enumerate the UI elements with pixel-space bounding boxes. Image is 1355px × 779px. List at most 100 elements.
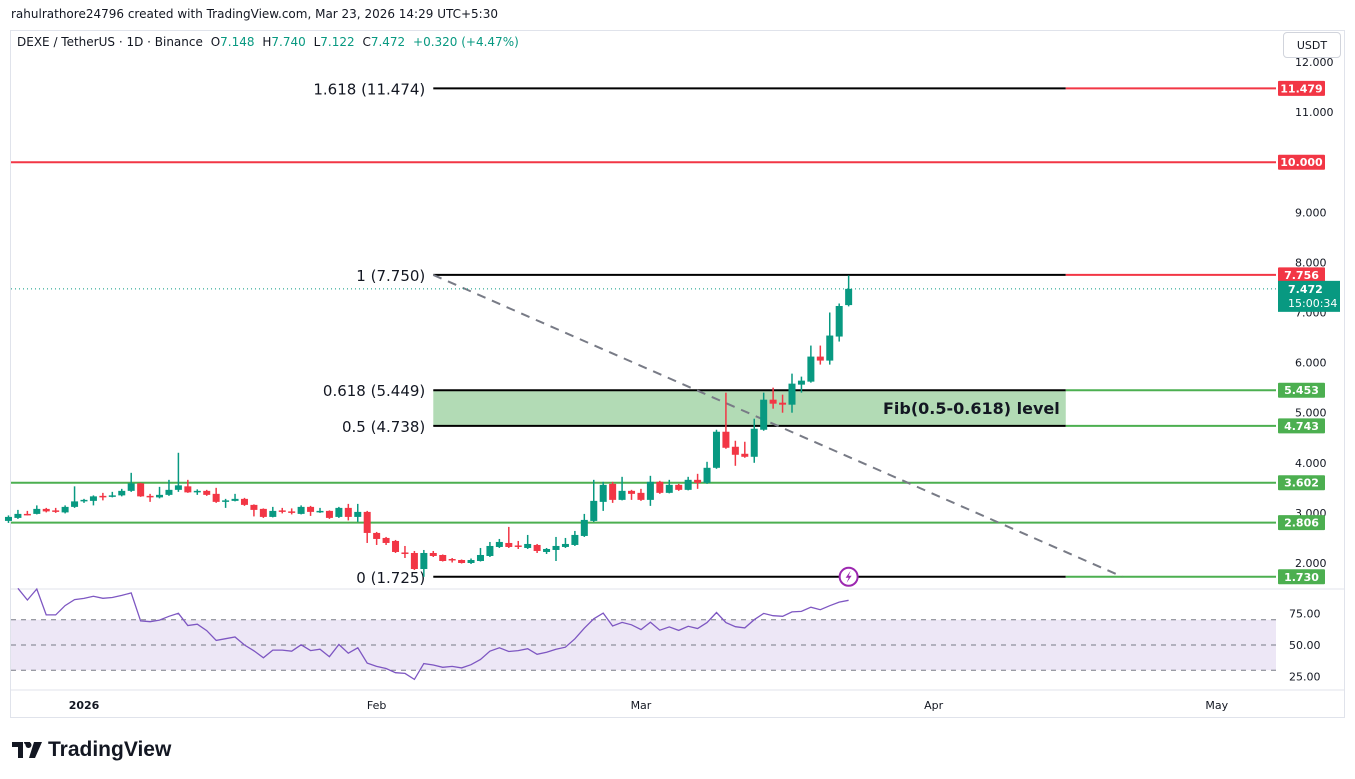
candle — [495, 538, 503, 548]
candle — [118, 488, 126, 497]
candle — [439, 554, 447, 562]
candle — [71, 486, 79, 508]
close-value: 7.472 — [370, 35, 406, 49]
candle-body — [212, 493, 220, 502]
candle-body — [486, 545, 494, 556]
candle-body — [590, 500, 598, 521]
high-value: 7.740 — [271, 35, 306, 49]
candle — [656, 480, 664, 494]
fib-price-label: 7.756 — [1284, 269, 1319, 282]
tradingview-logo: TradingView — [12, 738, 171, 762]
candle-body — [174, 485, 182, 490]
price-tick-label: 6.000 — [1295, 357, 1327, 370]
candle-body — [89, 496, 97, 501]
candle — [543, 547, 551, 554]
fib-zone-label: Fib(0.5-0.618) level — [883, 399, 1060, 418]
candle-body — [731, 446, 739, 455]
candle-body — [618, 490, 626, 500]
candle — [61, 505, 69, 514]
candle-body — [240, 498, 248, 505]
candle-body — [325, 510, 333, 518]
fib-price-label-bg — [1278, 267, 1325, 283]
candle-body — [203, 490, 211, 495]
open-value: 7.148 — [220, 35, 255, 49]
candle — [297, 505, 305, 515]
candle-body — [250, 504, 258, 510]
candle-body — [344, 507, 352, 517]
candle-body — [316, 510, 324, 513]
candle-body — [675, 484, 683, 490]
candle — [684, 476, 692, 491]
brand-name: TradingView — [48, 738, 172, 761]
candle-body — [826, 335, 834, 361]
candle — [193, 489, 201, 495]
candle — [580, 513, 588, 537]
candle — [675, 483, 683, 491]
lightning-glyph — [845, 570, 852, 583]
bar-countdown-label: 15:00:34 — [1288, 297, 1337, 310]
candle — [373, 531, 381, 545]
candle — [335, 506, 343, 518]
candle-body — [741, 453, 749, 457]
horizontal-line-price-label: 10.000 — [1280, 156, 1323, 169]
candle — [203, 489, 211, 496]
candle — [222, 498, 230, 508]
open-label: O — [210, 35, 221, 49]
rsi-tick-label: 75.00 — [1289, 608, 1321, 621]
candle-body — [410, 552, 418, 570]
candle-body — [4, 516, 12, 521]
fib-price-label-bg — [1278, 418, 1325, 434]
candle-body — [278, 510, 286, 512]
candle-body — [779, 402, 787, 405]
candle-body — [637, 492, 645, 500]
candle — [156, 486, 164, 499]
candle — [835, 303, 843, 342]
candle — [363, 510, 371, 543]
low-value: 7.122 — [320, 35, 355, 49]
candle-body — [816, 356, 824, 361]
candle — [33, 505, 41, 515]
candle-body — [108, 495, 116, 497]
fib-price-label: 4.743 — [1284, 420, 1319, 433]
candle — [731, 440, 739, 466]
candle — [797, 376, 805, 393]
price-tick-label: 2.000 — [1295, 557, 1327, 570]
candle — [816, 345, 824, 365]
candle-body — [797, 380, 805, 385]
candle-body — [23, 513, 31, 516]
candle-body — [259, 508, 267, 517]
candle — [307, 505, 315, 516]
candle-body — [373, 532, 381, 539]
candle-body — [118, 490, 126, 496]
candle-body — [184, 486, 192, 493]
candle — [665, 479, 673, 494]
candle — [165, 479, 173, 496]
candle — [354, 503, 362, 522]
fib-level-label: 1.618 (11.474) — [313, 80, 425, 98]
candle-body — [52, 510, 60, 512]
fib-zone — [433, 390, 1066, 426]
candle-body — [193, 490, 201, 493]
candle — [80, 498, 88, 503]
candle-body — [448, 558, 456, 561]
fib-price-label: 11.479 — [1280, 82, 1322, 95]
candle — [712, 429, 720, 469]
candle-body — [297, 506, 305, 514]
candle — [231, 493, 239, 502]
candle-body — [354, 511, 362, 517]
symbol-legend: DEXE / TetherUS · 1D · Binance O7.148 H7… — [17, 35, 523, 49]
time-tick-label: May — [1205, 699, 1228, 712]
candle — [184, 479, 192, 493]
candle-body — [656, 481, 664, 493]
candle — [552, 536, 560, 561]
chart-frame — [10, 30, 1345, 718]
candle-body — [335, 507, 343, 517]
candle — [646, 475, 654, 506]
candle — [722, 392, 730, 449]
currency-button[interactable]: USDT — [1283, 32, 1341, 58]
candle — [23, 510, 31, 516]
candle-body — [288, 511, 296, 513]
candle — [703, 461, 711, 484]
fib-level-label: 0.5 (4.738) — [342, 418, 425, 436]
